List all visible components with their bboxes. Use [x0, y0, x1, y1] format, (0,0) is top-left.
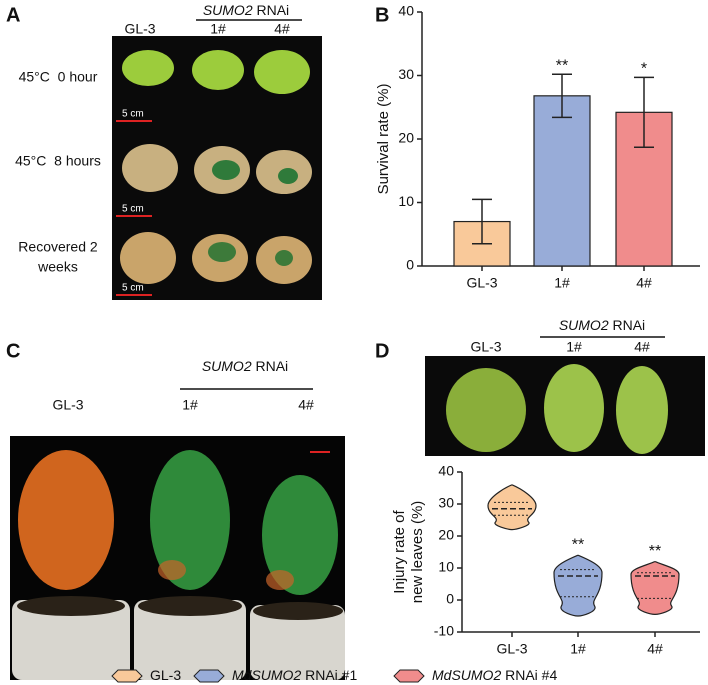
group-label: SUMO2 RNAi	[559, 317, 645, 333]
y-tick-label: 0	[446, 591, 454, 607]
row-label: Recovered 2	[18, 239, 98, 255]
column-label: GL-3	[52, 397, 83, 413]
row-label: 45°C 8 hours	[15, 153, 101, 169]
annotation: **	[572, 536, 584, 553]
panel-label: D	[375, 340, 389, 362]
column-label: 1#	[182, 397, 198, 413]
x-tick-label: 4#	[647, 641, 663, 657]
legend-swatch	[393, 669, 425, 683]
y-axis-label: Survival rate (%)	[375, 84, 392, 195]
column-label: 1#	[210, 21, 226, 37]
violin-outline	[553, 554, 603, 617]
y-axis-label: new leaves (%)	[409, 501, 426, 604]
x-tick-label: GL-3	[466, 275, 497, 291]
violin-fill	[631, 561, 679, 615]
panel-label: C	[6, 340, 20, 362]
violin-fill	[554, 555, 602, 616]
panel-label: B	[375, 4, 389, 26]
y-tick-label: 10	[398, 193, 414, 209]
y-axis-label: Injury rate of	[391, 509, 408, 593]
y-tick-label: 0	[406, 257, 414, 273]
x-tick-label: GL-3	[496, 641, 527, 657]
column-label: 4#	[634, 339, 650, 355]
scale-label: 5 cm	[122, 204, 144, 215]
legend: GL-3 MdSUMO2 RNAi #1 MdSUMO2 RNAi #4	[150, 667, 557, 683]
annotation: **	[649, 543, 661, 560]
photo-d	[425, 356, 705, 456]
y-tick-label: 10	[438, 559, 454, 575]
x-tick-label: 4#	[636, 275, 652, 291]
scale-label: 5 cm	[122, 283, 144, 294]
group-label: SUMO2 RNAi	[203, 2, 289, 18]
x-tick-label: 1#	[570, 641, 586, 657]
photo-c	[10, 436, 345, 680]
legend-label: MdSUMO2 RNAi #1	[232, 667, 357, 683]
legend-swatch	[193, 669, 225, 683]
y-tick-label: 30	[398, 66, 414, 82]
annotation: *	[641, 61, 647, 78]
panel-label: A	[6, 4, 20, 26]
legend-label: GL-3	[150, 667, 181, 683]
column-label: GL-3	[124, 21, 155, 37]
bar	[533, 95, 591, 267]
y-tick-label: 20	[438, 527, 454, 543]
column-label: 4#	[298, 397, 314, 413]
scale-label: 5 cm	[122, 109, 144, 120]
violin-outline	[630, 561, 680, 615]
legend-swatch	[111, 669, 143, 683]
row-label: weeks	[37, 259, 78, 275]
row-label: 45°C 0 hour	[19, 69, 98, 85]
legend-label: MdSUMO2 RNAi #4	[432, 667, 557, 683]
column-label: 4#	[274, 21, 290, 37]
y-tick-label: 40	[398, 3, 414, 19]
violin-outline	[487, 484, 537, 531]
group-label: SUMO2 RNAi	[202, 358, 288, 374]
annotation: **	[556, 57, 568, 74]
y-tick-label: 20	[398, 130, 414, 146]
column-label: GL-3	[470, 339, 501, 355]
y-tick-label: 30	[438, 495, 454, 511]
y-tick-label: -10	[434, 623, 454, 639]
column-label: 1#	[566, 339, 582, 355]
photo-a	[112, 36, 322, 300]
x-tick-label: 1#	[554, 275, 570, 291]
y-tick-label: 40	[438, 463, 454, 479]
violin-fill	[488, 484, 536, 530]
